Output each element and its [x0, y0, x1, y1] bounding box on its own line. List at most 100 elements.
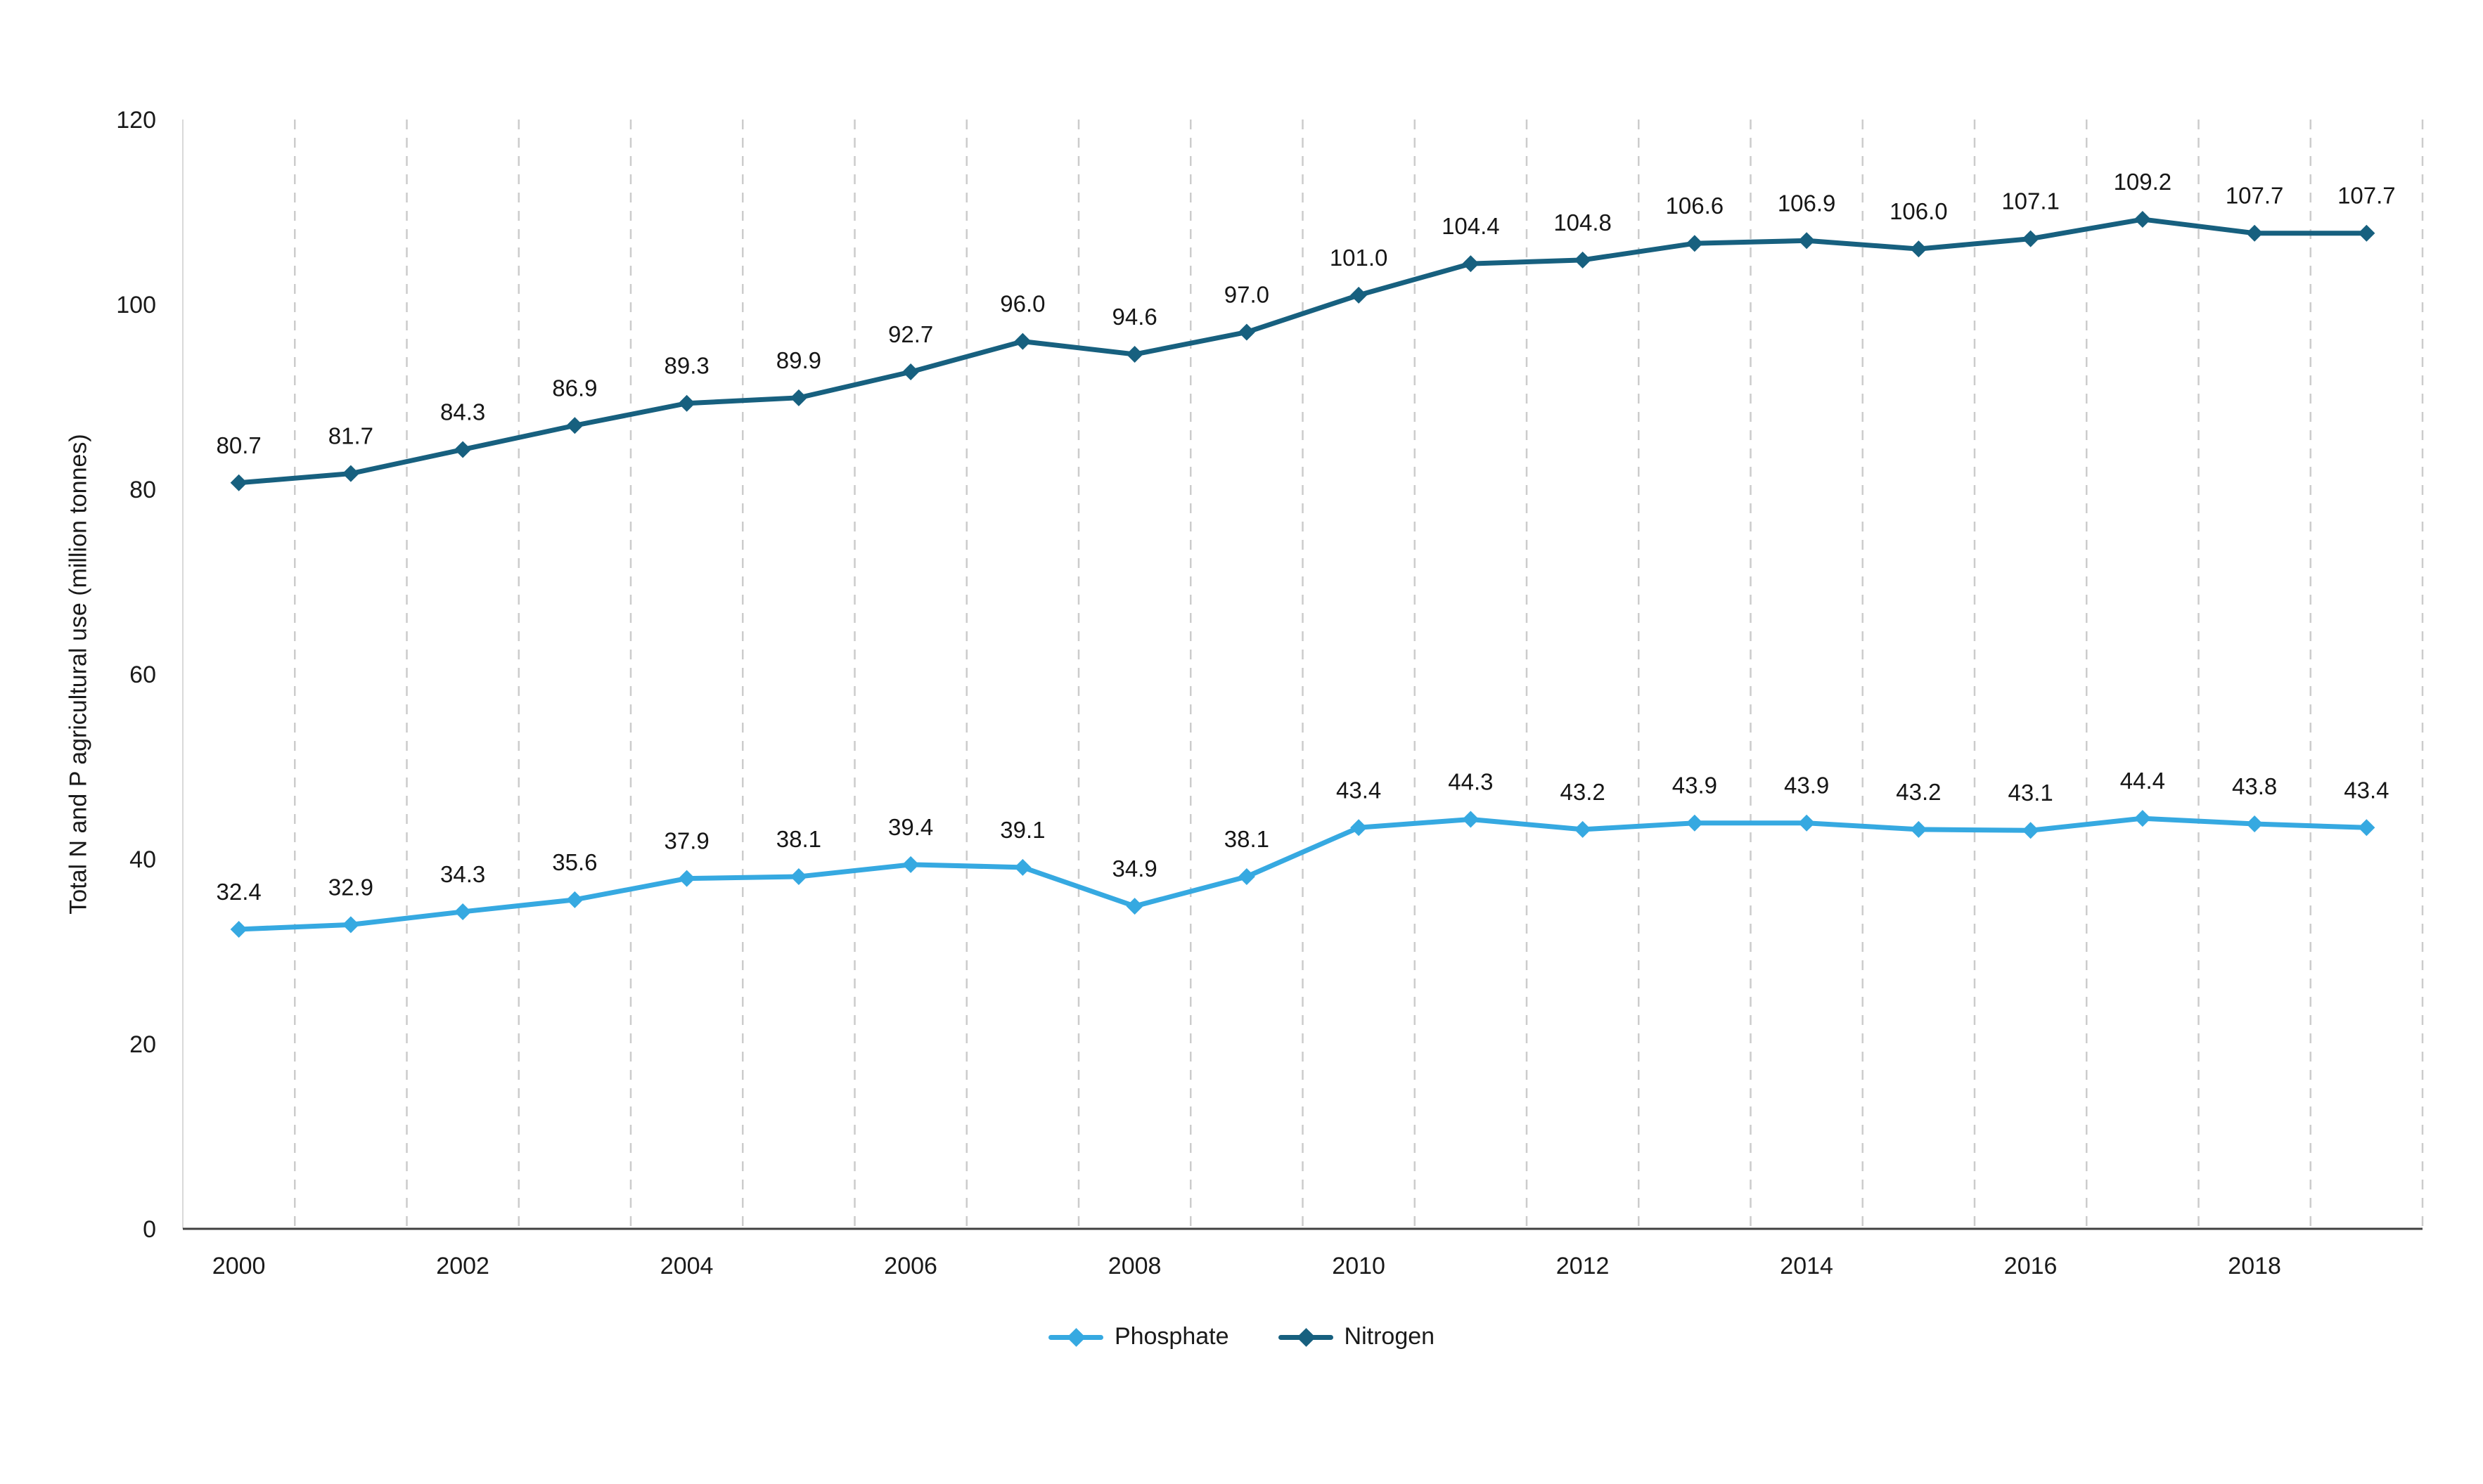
- data-point-marker: [1574, 251, 1591, 269]
- data-point-marker: [454, 441, 472, 458]
- y-tick-label: 100: [116, 292, 156, 318]
- data-point-marker: [1798, 814, 1816, 832]
- data-point-marker: [230, 474, 248, 491]
- value-label: 101.0: [1330, 245, 1388, 271]
- value-label: 38.1: [776, 826, 821, 852]
- value-label: 43.2: [1896, 779, 1941, 805]
- data-point-marker: [1798, 232, 1816, 250]
- value-label: 35.6: [552, 849, 597, 875]
- data-point-marker: [1686, 235, 1703, 252]
- value-label: 43.1: [2008, 780, 2053, 806]
- y-axis-title: Total N and P agricultural use (million …: [65, 434, 92, 915]
- data-point-marker: [2134, 211, 2151, 228]
- value-label: 43.4: [1336, 777, 1381, 803]
- data-point-marker: [230, 920, 248, 938]
- y-tick-label: 0: [143, 1216, 156, 1243]
- data-point-marker: [1350, 286, 1368, 304]
- value-label: 39.4: [888, 814, 933, 840]
- data-point-marker: [2246, 224, 2264, 242]
- value-label: 104.8: [1553, 209, 1612, 235]
- value-label: 106.9: [1778, 190, 1836, 216]
- data-point-marker: [2134, 810, 2151, 827]
- data-point-marker: [902, 856, 920, 873]
- value-label: 94.6: [1112, 304, 1157, 330]
- legend-item-phosphate: Phosphate: [1048, 1323, 1229, 1350]
- data-point-marker: [1462, 255, 1480, 273]
- x-tick-label: 2004: [660, 1253, 714, 1279]
- series-phosphate: 32.4 32.9 34.3 35.6 37.9 38.1 39.4 39.1 34.9 38.1…: [217, 768, 2389, 938]
- value-label: 107.1: [2001, 188, 2060, 214]
- data-point-marker: [1126, 346, 1143, 363]
- value-label: 44.3: [1448, 768, 1493, 794]
- value-label: 84.3: [440, 399, 485, 425]
- data-point-marker: [566, 891, 584, 908]
- data-point-marker: [1686, 814, 1703, 832]
- x-tick-label: 2014: [1780, 1253, 1833, 1279]
- x-tick-label: 2016: [2004, 1253, 2058, 1279]
- data-point-marker: [2358, 819, 2375, 837]
- value-label: 107.7: [2226, 183, 2284, 209]
- x-tick-labels: 2000 2002 2004 2006 2008 2010 2012 2014 2016 2018: [212, 1253, 2281, 1279]
- value-label: 96.0: [1000, 291, 1045, 317]
- y-tick-label: 120: [116, 107, 156, 134]
- value-label: 32.4: [217, 879, 262, 905]
- value-label: 43.4: [2344, 777, 2389, 803]
- series-line: [236, 815, 2369, 932]
- diamond-icon: [1296, 1327, 1316, 1347]
- data-point-marker: [566, 417, 584, 434]
- value-label: 43.2: [1560, 779, 1605, 805]
- x-tick-label: 2018: [2228, 1253, 2281, 1279]
- value-label: 106.0: [1889, 198, 1948, 224]
- x-tick-label: 2012: [1556, 1253, 1610, 1279]
- data-point-marker: [2022, 822, 2039, 839]
- series-line: [236, 217, 2369, 486]
- diamond-icon: [1067, 1327, 1086, 1347]
- data-point-marker: [342, 916, 359, 934]
- value-label: 39.1: [1000, 817, 1045, 843]
- value-label: 97.0: [1224, 281, 1269, 307]
- data-point-marker: [2358, 224, 2375, 242]
- value-label: 43.9: [1672, 773, 1717, 799]
- data-point-marker: [678, 870, 695, 887]
- x-tick-label: 2002: [436, 1253, 489, 1279]
- x-tick-label: 2008: [1108, 1253, 1162, 1279]
- series-nitrogen: 80.7 81.7 84.3 86.9 89.3 89.9 92.7 96.0 94.6 97.0…: [217, 169, 2396, 491]
- value-label: 107.7: [2337, 183, 2396, 209]
- data-point-marker: [790, 867, 807, 885]
- legend-label-nitrogen: Nitrogen: [1344, 1323, 1435, 1350]
- x-tick-label: 2000: [212, 1253, 266, 1279]
- data-point-marker: [1014, 858, 1032, 876]
- value-label: 89.3: [665, 353, 710, 379]
- value-label: 81.7: [328, 423, 373, 449]
- data-point-marker: [1126, 898, 1143, 915]
- data-point-marker: [1910, 820, 1927, 838]
- data-point-marker: [790, 389, 807, 406]
- value-label: 34.9: [1112, 856, 1157, 882]
- data-point-marker: [342, 465, 359, 482]
- nitrogen-legend-marker-icon: [1278, 1327, 1333, 1348]
- y-tick-label: 80: [129, 477, 156, 503]
- data-point-marker: [1014, 333, 1032, 350]
- data-point-marker: [2246, 815, 2264, 833]
- data-point-marker: [1238, 323, 1255, 341]
- data-point-marker: [1350, 819, 1368, 837]
- data-point-marker: [1238, 867, 1255, 885]
- vertical-gridlines: [294, 120, 2424, 1229]
- value-label: 89.9: [776, 347, 821, 373]
- y-tick-label: 60: [129, 662, 156, 688]
- value-label: 109.2: [2114, 169, 2172, 195]
- value-label: 80.7: [217, 432, 262, 458]
- value-label: 34.3: [440, 861, 485, 887]
- legend: Phosphate Nitrogen: [0, 1323, 2483, 1350]
- data-point-marker: [2022, 230, 2039, 247]
- value-label: 106.6: [1666, 193, 1724, 219]
- phosphate-legend-marker-icon: [1048, 1327, 1103, 1348]
- data-point-marker: [1574, 820, 1591, 838]
- y-tick-label: 40: [129, 846, 156, 873]
- data-point-marker: [678, 394, 695, 412]
- value-label: 32.9: [328, 874, 373, 900]
- value-label: 86.9: [552, 375, 597, 401]
- value-label: 104.4: [1442, 213, 1500, 239]
